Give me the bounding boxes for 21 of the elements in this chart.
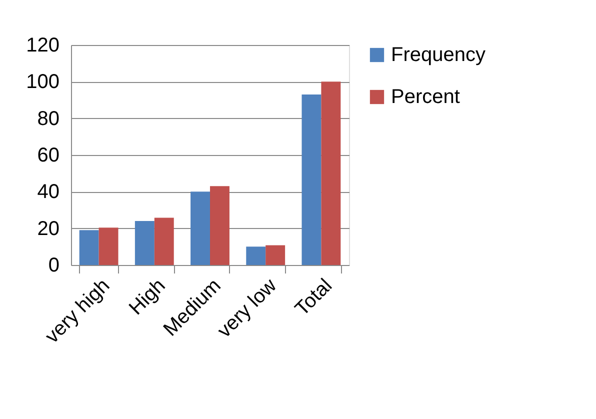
y-tick-label: 40 [37,181,60,204]
bar [134,221,154,265]
bar [266,245,286,265]
y-tick-label: 100 [26,71,60,94]
y-tick-label: 120 [26,34,60,56]
bar [246,246,266,265]
x-tick-label: very high [41,274,114,348]
bar [154,218,174,265]
y-tick-label: 0 [48,254,60,276]
bar [210,186,230,265]
bar [321,82,341,265]
bar [302,94,322,265]
bar [98,228,118,265]
y-tick-label: 80 [37,108,60,130]
legend-label: Frequency [391,44,486,66]
legend-label: Percent [391,86,460,108]
x-tick-label: High [125,274,170,320]
bar [190,192,210,265]
y-tick-label: 60 [37,144,60,166]
y-tick-label: 20 [37,218,60,240]
bar [79,230,99,265]
